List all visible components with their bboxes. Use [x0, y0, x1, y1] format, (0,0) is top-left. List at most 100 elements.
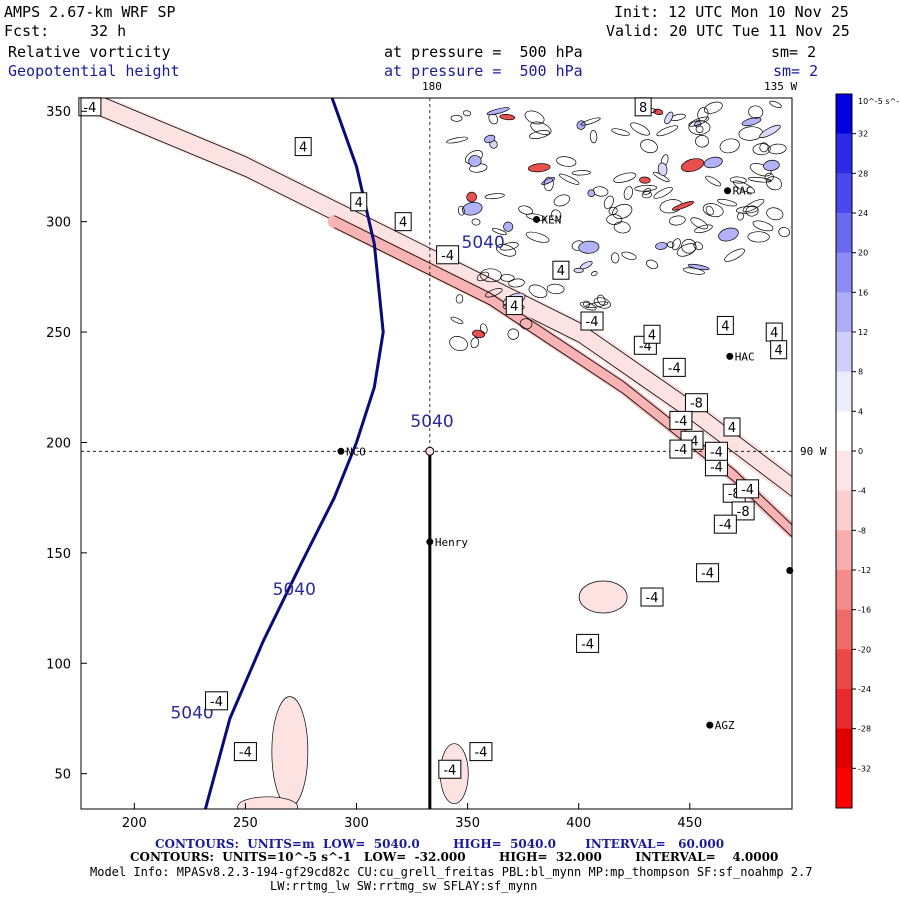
- contour-label: -4: [719, 518, 732, 533]
- station-marker: [724, 187, 732, 195]
- contour-label-box: [505, 296, 523, 316]
- vorticity-cell: [765, 176, 782, 191]
- init-time: Init: 12 UTC Mon 10 Nov 25: [614, 3, 849, 21]
- colorbar-tick-label: -20: [858, 645, 871, 654]
- contour-label-box: [716, 315, 734, 335]
- vorticity-cell: [556, 156, 577, 167]
- vorticity-cell: [623, 186, 634, 200]
- vorticity-cell: [680, 158, 705, 172]
- fcst-value: 32 h: [90, 22, 127, 40]
- colorbar-tick-label: 0: [858, 447, 863, 456]
- contour-label: -4: [710, 445, 723, 460]
- contour-label-box: [205, 691, 229, 711]
- vorticity-cell: [703, 156, 723, 169]
- vorticity-cell: [484, 134, 496, 144]
- station-marker: [426, 538, 434, 546]
- contour-label: 4: [648, 328, 656, 343]
- contour-label: -4: [239, 746, 252, 761]
- contour-label: 4: [355, 196, 363, 211]
- contour-label: -4: [83, 101, 96, 116]
- lon-180-label: 180: [422, 80, 442, 93]
- vorticity-cell: [764, 172, 774, 182]
- station-marker: [726, 352, 734, 360]
- vorticity-cell: [703, 101, 723, 114]
- vorticity-cell: [718, 227, 739, 242]
- y-tick-label: 250: [46, 326, 71, 341]
- contour-label: 4: [557, 264, 565, 279]
- vorticity-cell: [702, 203, 724, 218]
- colorbar-swatch: [836, 689, 852, 730]
- vorticity-cell: [579, 301, 597, 311]
- footer-height-contours: CONTOURS: UNITS=m LOW= 5040.0 HIGH= 5040…: [155, 837, 725, 851]
- vorticity-band-0: [81, 98, 792, 498]
- station-label: NCO: [346, 445, 366, 458]
- vorticity-cell: [578, 240, 600, 254]
- vorticity-cell: [737, 212, 744, 221]
- vorticity-cell: [499, 242, 519, 251]
- station-label: KEN: [541, 213, 561, 226]
- contour-label-box: [770, 340, 788, 360]
- vorticity-cell: [668, 215, 686, 226]
- vorticity-cell: [519, 318, 533, 330]
- station-label: RAC: [733, 185, 753, 198]
- vorticity-cell: [508, 278, 525, 288]
- contour-label-box: [713, 514, 737, 534]
- vorticity-cell: [529, 130, 550, 139]
- vorticity-cell: [640, 139, 658, 154]
- vorticity-cell: [767, 143, 787, 155]
- vorticity-cell: [470, 337, 480, 349]
- vorticity-cell: [667, 241, 675, 248]
- vorticity-cell: [724, 248, 745, 262]
- contour-label: -4: [668, 361, 681, 376]
- contour-label-box: [704, 441, 728, 461]
- vorticity-cell: [486, 107, 510, 116]
- vorticity-cell: [695, 135, 710, 148]
- colorbar: 10^-5 s^-1 32 28 24 20 16 12 8 4 0 -4 -8 -12 -16 -20 -2…: [835, 93, 900, 809]
- vorticity-cell: [476, 271, 490, 282]
- contour-label: 4: [510, 300, 518, 315]
- contour-label-box: [640, 587, 664, 607]
- contour-label-box: [731, 501, 755, 521]
- vorticity-cell: [653, 187, 673, 199]
- colorbar-tick-label: -4: [858, 487, 866, 496]
- height-contour-5040: [203, 98, 385, 809]
- field1-smoothing: sm= 2: [771, 43, 817, 61]
- colorbar-swatch: [836, 411, 852, 452]
- vorticity-cell: [688, 120, 711, 135]
- vorticity-band-edge-1: [334, 227, 792, 538]
- vorticity-cell: [655, 242, 668, 250]
- vorticity-cell: [719, 138, 740, 154]
- vorticity-cell: [656, 125, 679, 137]
- colorbar-tick-label: 8: [858, 368, 863, 377]
- vorticity-cell: [450, 316, 464, 325]
- vorticity-cell: [553, 194, 571, 207]
- contour-label-box: [736, 479, 760, 499]
- colorbar-swatch: [836, 768, 852, 809]
- contour-label: -4: [674, 414, 687, 429]
- vorticity-cell: [613, 172, 637, 183]
- x-tick-label: 400: [566, 816, 591, 831]
- vorticity-cell: [671, 238, 681, 251]
- x-tick-label: 250: [233, 816, 258, 831]
- vorticity-cell: [639, 176, 651, 184]
- contour-label: -4: [441, 249, 454, 264]
- contour-label: -4: [443, 763, 456, 778]
- plot-frame: [80, 97, 793, 810]
- colorbar-swatch: [836, 490, 852, 531]
- contour-label-box: [662, 357, 686, 377]
- contour-label-box: [350, 192, 368, 212]
- contour-label: -4: [701, 567, 714, 582]
- footer-model-info-2: LW:rrtmg_lw SW:rrtmg_sw SFLAY:sf_mynn: [270, 879, 538, 893]
- vorticity-cell: [766, 207, 784, 221]
- vorticity-cell: [455, 294, 464, 304]
- station-marker: [337, 447, 345, 455]
- contour-label: 4: [399, 216, 407, 231]
- vorticity-cell: [462, 110, 472, 117]
- model-title: AMPS 2.67-km WRF SP: [4, 3, 176, 21]
- contour-label-box: [294, 137, 312, 157]
- y-tick-label: 50: [54, 768, 71, 783]
- colorbar-units: 10^-5 s^-1: [858, 97, 900, 106]
- colorbar-swatch: [836, 173, 852, 214]
- contour-label-box: [469, 742, 493, 762]
- vorticity-cell: [457, 205, 465, 216]
